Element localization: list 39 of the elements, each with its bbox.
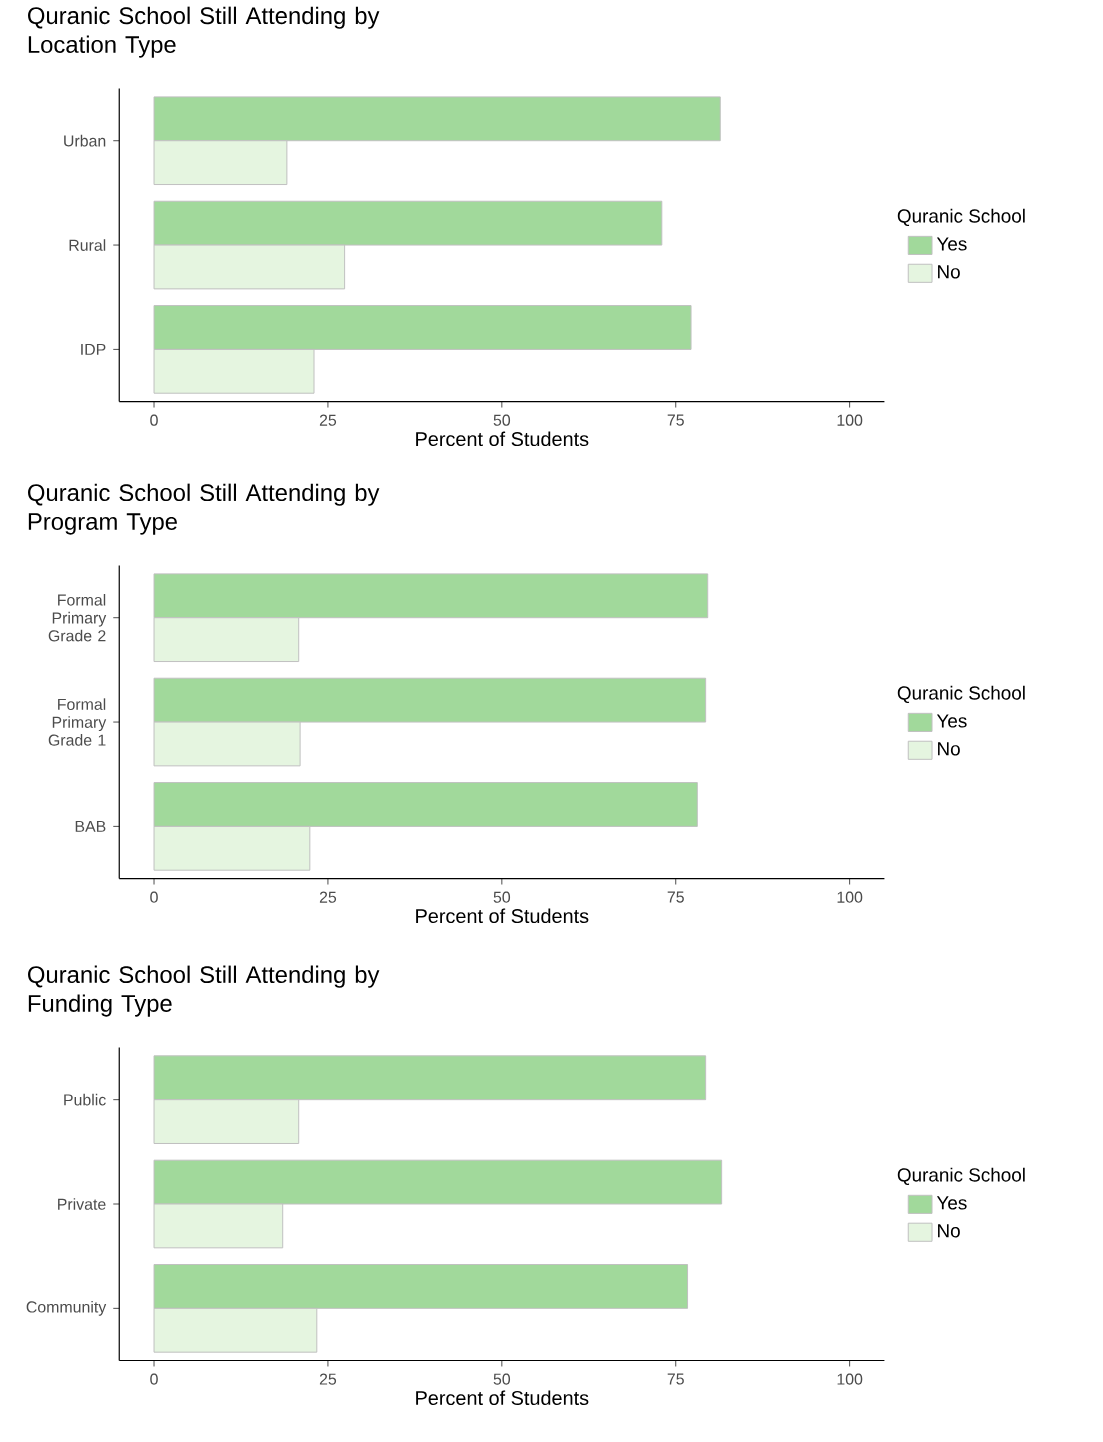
x-tick-label: 50 [493, 414, 511, 426]
y-tick-label: BAB [75, 820, 106, 832]
x-tick-label: 25 [319, 414, 337, 426]
legend-title: Quranic School [897, 685, 1025, 704]
chart-title: Quranic School Still Attending by Program Type [28, 483, 380, 535]
y-tick-label: Public [64, 1093, 106, 1106]
y-tick-label: Formal Primary Grade 1 [48, 698, 107, 746]
x-tick-label: 100 [837, 414, 863, 426]
chart-title: Quranic School Still Attending by Location Type [28, 6, 380, 58]
x-tick-label: 50 [493, 891, 511, 903]
legend-label: No [938, 265, 960, 279]
y-tick-label: Rural [69, 239, 106, 251]
x-tick-label: 25 [319, 891, 337, 903]
legend-label: Yes [936, 237, 967, 251]
x-tick-label: 50 [493, 1373, 511, 1385]
x-tick-label: 100 [837, 891, 863, 903]
x-tick-label: 75 [667, 414, 684, 426]
x-tick-label: 0 [150, 891, 158, 903]
legend-label: No [938, 742, 960, 756]
x-axis-title: Percent of Students [416, 431, 589, 447]
y-tick-label: Private [58, 1198, 106, 1210]
y-tick-label: IDP [81, 343, 106, 355]
y-tick-label: Community [26, 1300, 107, 1316]
y-tick-label: Urban [64, 134, 106, 147]
x-tick-label: 75 [667, 891, 684, 903]
x-tick-label: 25 [319, 1373, 337, 1385]
chart-title: Quranic School Still Attending by Funding Type [28, 965, 380, 1017]
legend-title: Quranic School [897, 208, 1025, 227]
x-axis-title: Percent of Students [416, 1390, 589, 1406]
legend-label: Yes [936, 1196, 967, 1210]
x-tick-label: 0 [150, 414, 158, 426]
x-axis-title: Percent of Students [416, 908, 589, 924]
y-tick-label: Formal Primary Grade 2 [48, 593, 107, 642]
legend-title: Quranic School [897, 1167, 1025, 1186]
x-tick-label: 0 [150, 1373, 158, 1385]
legend-label: No [938, 1224, 960, 1238]
x-tick-label: 75 [667, 1373, 684, 1385]
legend-label: Yes [936, 714, 967, 728]
x-tick-label: 100 [837, 1373, 863, 1385]
